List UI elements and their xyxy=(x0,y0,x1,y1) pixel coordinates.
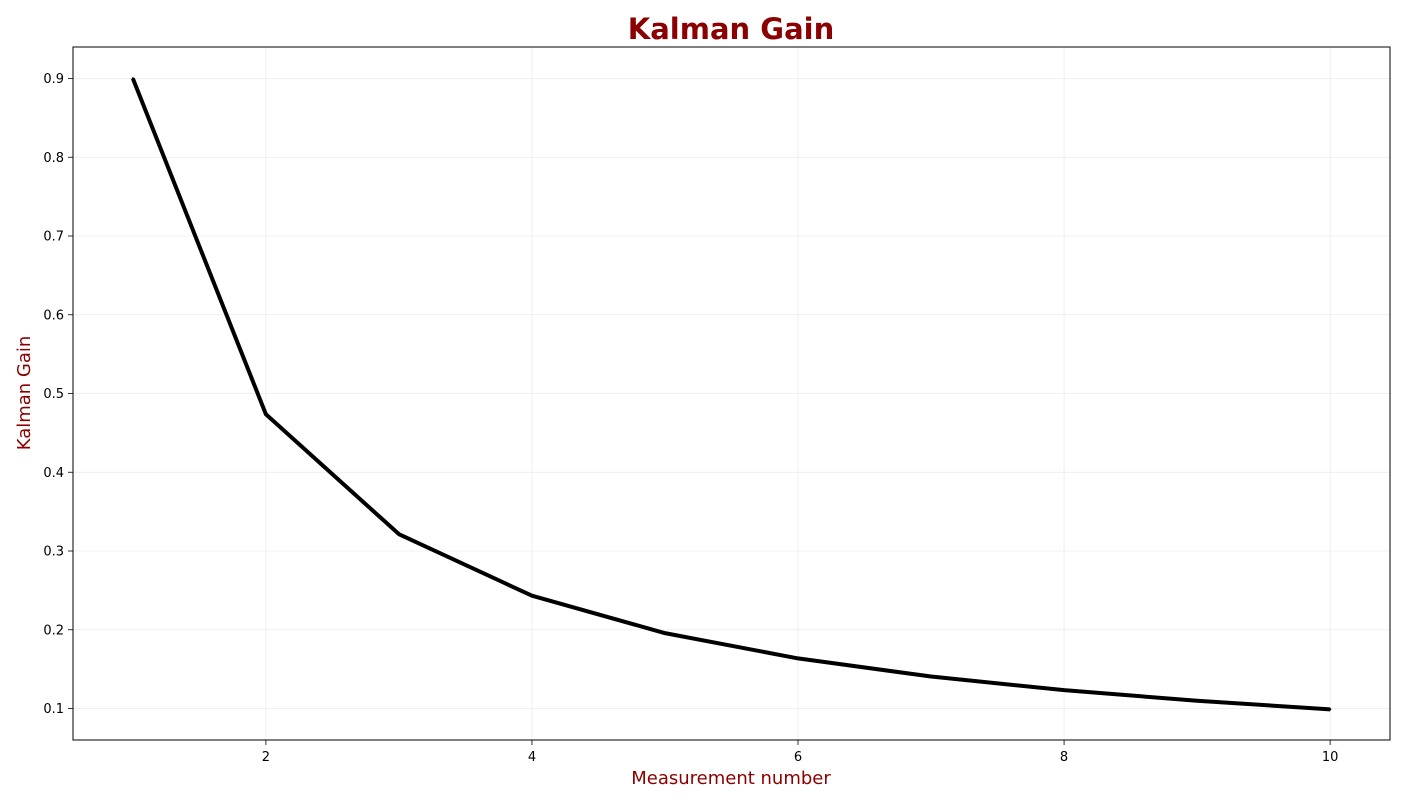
kalman-gain-series-line xyxy=(131,77,1331,712)
data-point xyxy=(663,631,667,635)
tick-layer: 2 4 6 8 10 0.1 0.2 0.3 0.4 0.5 0.6 0.7 0.8 0.9 xyxy=(43,72,1338,765)
y-axis-label: Kalman Gain xyxy=(14,336,35,451)
data-point xyxy=(1195,699,1199,702)
data-point xyxy=(397,532,401,536)
y-tick-label: 0.6 xyxy=(43,308,64,323)
data-point xyxy=(796,657,800,660)
y-tick-label: 0.9 xyxy=(43,72,64,87)
y-tick-label: 0.2 xyxy=(43,623,64,638)
x-tick-label: 8 xyxy=(1060,750,1068,765)
y-tick-label: 0.8 xyxy=(43,151,64,166)
x-tick-label: 4 xyxy=(528,750,536,765)
x-tick-label: 10 xyxy=(1322,750,1339,765)
x-tick-label: 6 xyxy=(794,750,802,765)
x-axis-label: Measurement number xyxy=(631,768,831,789)
y-tick-label: 0.1 xyxy=(43,702,64,717)
y-tick-label: 0.3 xyxy=(43,545,64,560)
data-point xyxy=(1328,708,1332,711)
x-tick-label: 2 xyxy=(262,750,270,765)
data-point xyxy=(1062,688,1066,692)
y-tick-label: 0.4 xyxy=(43,466,64,481)
data-point xyxy=(264,413,268,416)
data-point xyxy=(131,77,135,80)
y-tick-label: 0.5 xyxy=(43,387,64,402)
grid-lines xyxy=(73,47,1390,740)
series-layer xyxy=(131,77,1332,712)
data-point xyxy=(530,594,534,597)
chart-title: Kalman Gain xyxy=(628,12,834,46)
y-tick-label: 0.7 xyxy=(43,230,64,245)
data-point xyxy=(929,675,933,678)
